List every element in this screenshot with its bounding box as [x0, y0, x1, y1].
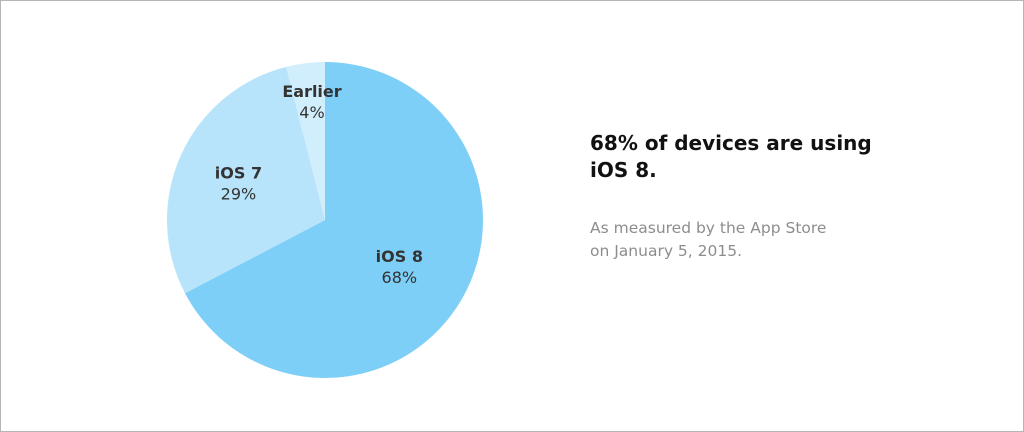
- headline-line-2: iOS 8.: [590, 158, 657, 182]
- pie-slice-earlier: [286, 62, 325, 220]
- pie-labels: iOS 8 68% iOS 7 29% Earlier 4%: [215, 82, 423, 287]
- pie-slice-ios-8: [185, 62, 484, 378]
- note-line-2: on January 5, 2015.: [590, 242, 743, 260]
- pie-slice-ios-7: [167, 66, 325, 294]
- note-line-1: As measured by the App Store: [590, 219, 827, 237]
- slice-value-label: 68%: [382, 268, 418, 287]
- slice-value-label: 29%: [221, 184, 257, 203]
- pie-slices: [167, 62, 484, 378]
- headline: 68% of devices are using iOS 8.: [590, 130, 990, 184]
- headline-line-1: 68% of devices are using: [590, 131, 872, 155]
- slice-value-label: 4%: [299, 103, 324, 122]
- slice-name-label: Earlier: [282, 82, 341, 101]
- measurement-note: As measured by the App Store on January …: [590, 217, 990, 263]
- slice-name-label: iOS 7: [215, 163, 262, 182]
- slice-name-label: iOS 8: [376, 247, 423, 266]
